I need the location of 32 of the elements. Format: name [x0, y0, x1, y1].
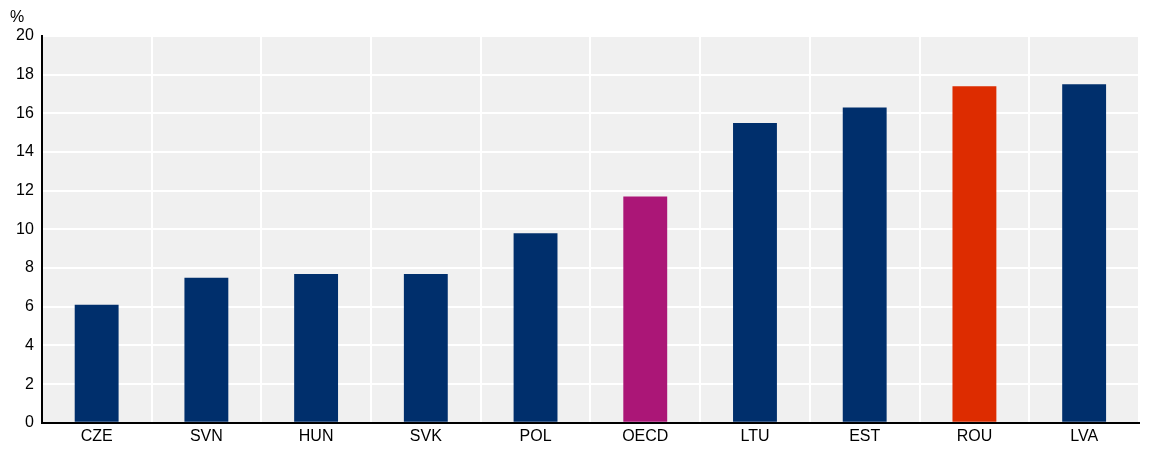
y-tick-label: 20 — [16, 26, 34, 44]
x-tick-label: SVN — [189, 426, 223, 444]
x-tick-label: LTU — [740, 426, 770, 444]
x-tick-label: HUN — [298, 426, 334, 444]
bar — [513, 233, 558, 422]
y-tick-label: 2 — [24, 374, 34, 392]
x-tick-label: CZE — [80, 426, 113, 444]
y-tick-label: 4 — [24, 335, 34, 353]
bar — [74, 304, 119, 422]
y-tick-label: 10 — [16, 219, 34, 237]
bar — [952, 86, 997, 422]
x-tick-label: EST — [849, 426, 881, 444]
y-tick-label: 16 — [16, 103, 34, 121]
y-axis-title: % — [10, 8, 25, 26]
bar — [184, 277, 229, 422]
bar — [623, 196, 668, 422]
y-tick-label: 12 — [16, 181, 34, 199]
x-tick-label: OECD — [622, 426, 669, 444]
x-tick-label: SVK — [409, 426, 443, 444]
y-tick-label: 0 — [24, 413, 34, 431]
bar — [842, 107, 887, 422]
bar — [733, 123, 777, 422]
bar — [403, 273, 448, 422]
y-tick-label: 18 — [16, 65, 34, 83]
x-tick-label: POL — [519, 426, 552, 444]
y-tick-label: 14 — [16, 142, 34, 160]
bar — [1062, 84, 1107, 422]
x-tick-label: ROU — [956, 426, 993, 444]
x-tick-label: LVA — [1070, 426, 1099, 444]
y-tick-label: 6 — [24, 297, 34, 315]
y-tick-label: 8 — [24, 258, 34, 276]
bar — [294, 273, 339, 422]
